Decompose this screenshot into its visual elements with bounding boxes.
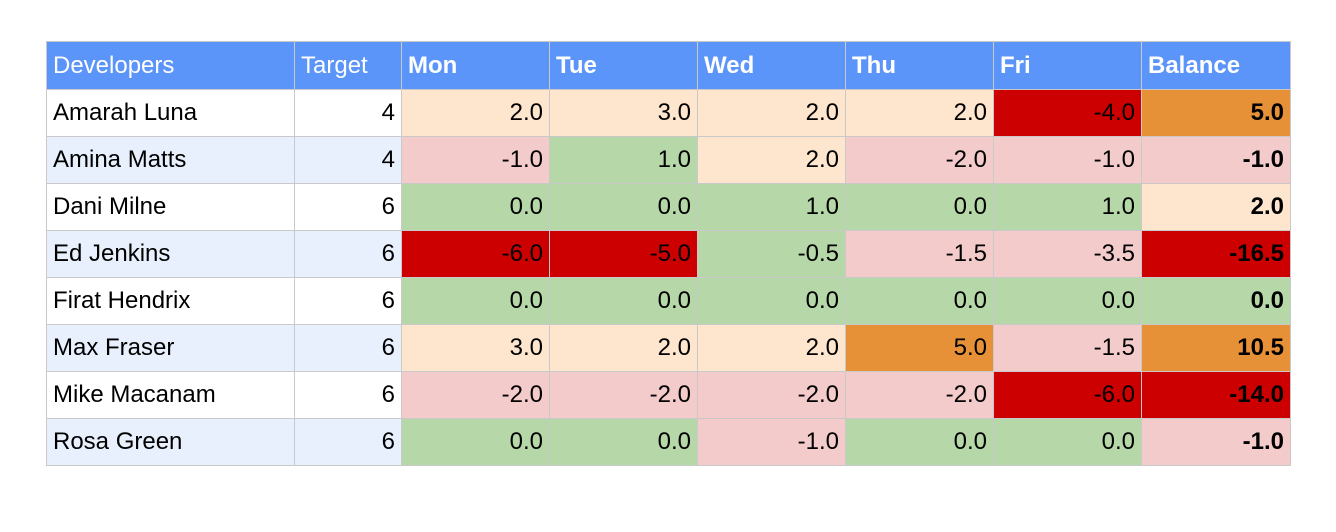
balance-cell[interactable]: -1.0 [1141, 418, 1291, 466]
thu-cell[interactable]: 0.0 [845, 183, 994, 231]
header-cell-tue[interactable]: Tue [549, 41, 698, 90]
wed-cell[interactable]: -1.0 [697, 418, 846, 466]
tue-cell[interactable]: 0.0 [549, 418, 698, 466]
mon-cell[interactable]: 2.0 [401, 89, 550, 137]
tue-cell[interactable]: 0.0 [549, 183, 698, 231]
target-cell[interactable]: 6 [294, 371, 402, 419]
thu-cell[interactable]: 0.0 [845, 277, 994, 325]
wed-cell[interactable]: 2.0 [697, 324, 846, 372]
balance-cell[interactable]: -1.0 [1141, 136, 1291, 184]
mon-cell[interactable]: 0.0 [401, 277, 550, 325]
table-row: Mike Macanam 6 -2.0 -2.0 -2.0 -2.0 -6.0 -14.0 [46, 371, 1291, 419]
mon-cell[interactable]: 0.0 [401, 418, 550, 466]
developer-name-cell[interactable]: Amina Matts [46, 136, 295, 184]
balance-cell[interactable]: -14.0 [1141, 371, 1291, 419]
tue-cell[interactable]: 1.0 [549, 136, 698, 184]
thu-cell[interactable]: -2.0 [845, 136, 994, 184]
developer-name-cell[interactable]: Rosa Green [46, 418, 295, 466]
fri-cell[interactable]: -1.5 [993, 324, 1142, 372]
thu-cell[interactable]: -1.5 [845, 230, 994, 278]
wed-cell[interactable]: -2.0 [697, 371, 846, 419]
developer-name-cell[interactable]: Amarah Luna [46, 89, 295, 137]
balance-cell[interactable]: 0.0 [1141, 277, 1291, 325]
developer-name-cell[interactable]: Max Fraser [46, 324, 295, 372]
table-body: Amarah Luna 4 2.0 3.0 2.0 2.0 -4.0 5.0 Amina Mat… [46, 89, 1291, 466]
target-cell[interactable]: 6 [294, 324, 402, 372]
developer-name-cell[interactable]: Dani Milne [46, 183, 295, 231]
developer-balance-table: Developers Target Mon Tue Wed Thu Fri Ba… [46, 41, 1291, 466]
thu-cell[interactable]: -2.0 [845, 371, 994, 419]
target-cell[interactable]: 6 [294, 230, 402, 278]
wed-cell[interactable]: 2.0 [697, 136, 846, 184]
header-cell-target[interactable]: Target [294, 41, 402, 90]
fri-cell[interactable]: 0.0 [993, 418, 1142, 466]
wed-cell[interactable]: 0.0 [697, 277, 846, 325]
table-row: Max Fraser 6 3.0 2.0 2.0 5.0 -1.5 10.5 [46, 324, 1291, 372]
balance-cell[interactable]: 5.0 [1141, 89, 1291, 137]
table-row: Firat Hendrix 6 0.0 0.0 0.0 0.0 0.0 0.0 [46, 277, 1291, 325]
target-cell[interactable]: 6 [294, 183, 402, 231]
fri-cell[interactable]: -6.0 [993, 371, 1142, 419]
fri-cell[interactable]: 0.0 [993, 277, 1142, 325]
fri-cell[interactable]: 1.0 [993, 183, 1142, 231]
tue-cell[interactable]: -2.0 [549, 371, 698, 419]
header-cell-fri[interactable]: Fri [993, 41, 1142, 90]
table-row: Ed Jenkins 6 -6.0 -5.0 -0.5 -1.5 -3.5 -16.5 [46, 230, 1291, 278]
target-cell[interactable]: 6 [294, 277, 402, 325]
header-cell-wed[interactable]: Wed [697, 41, 846, 90]
fri-cell[interactable]: -1.0 [993, 136, 1142, 184]
balance-cell[interactable]: -16.5 [1141, 230, 1291, 278]
balance-cell[interactable]: 10.5 [1141, 324, 1291, 372]
wed-cell[interactable]: 1.0 [697, 183, 846, 231]
tue-cell[interactable]: 2.0 [549, 324, 698, 372]
fri-cell[interactable]: -4.0 [993, 89, 1142, 137]
tue-cell[interactable]: 0.0 [549, 277, 698, 325]
wed-cell[interactable]: 2.0 [697, 89, 846, 137]
header-cell-thu[interactable]: Thu [845, 41, 994, 90]
thu-cell[interactable]: 0.0 [845, 418, 994, 466]
tue-cell[interactable]: 3.0 [549, 89, 698, 137]
tue-cell[interactable]: -5.0 [549, 230, 698, 278]
mon-cell[interactable]: 0.0 [401, 183, 550, 231]
target-cell[interactable]: 6 [294, 418, 402, 466]
header-row: Developers Target Mon Tue Wed Thu Fri Ba… [46, 41, 1291, 90]
table-row: Amarah Luna 4 2.0 3.0 2.0 2.0 -4.0 5.0 [46, 89, 1291, 137]
thu-cell[interactable]: 5.0 [845, 324, 994, 372]
table-row: Dani Milne 6 0.0 0.0 1.0 0.0 1.0 2.0 [46, 183, 1291, 231]
target-cell[interactable]: 4 [294, 136, 402, 184]
mon-cell[interactable]: -2.0 [401, 371, 550, 419]
fri-cell[interactable]: -3.5 [993, 230, 1142, 278]
header-cell-balance[interactable]: Balance [1141, 41, 1291, 90]
target-cell[interactable]: 4 [294, 89, 402, 137]
developer-name-cell[interactable]: Mike Macanam [46, 371, 295, 419]
wed-cell[interactable]: -0.5 [697, 230, 846, 278]
table-row: Amina Matts 4 -1.0 1.0 2.0 -2.0 -1.0 -1.0 [46, 136, 1291, 184]
mon-cell[interactable]: -1.0 [401, 136, 550, 184]
mon-cell[interactable]: -6.0 [401, 230, 550, 278]
thu-cell[interactable]: 2.0 [845, 89, 994, 137]
balance-cell[interactable]: 2.0 [1141, 183, 1291, 231]
developer-name-cell[interactable]: Firat Hendrix [46, 277, 295, 325]
developer-name-cell[interactable]: Ed Jenkins [46, 230, 295, 278]
header-cell-developers[interactable]: Developers [46, 41, 295, 90]
table-row: Rosa Green 6 0.0 0.0 -1.0 0.0 0.0 -1.0 [46, 418, 1291, 466]
mon-cell[interactable]: 3.0 [401, 324, 550, 372]
header-cell-mon[interactable]: Mon [401, 41, 550, 90]
